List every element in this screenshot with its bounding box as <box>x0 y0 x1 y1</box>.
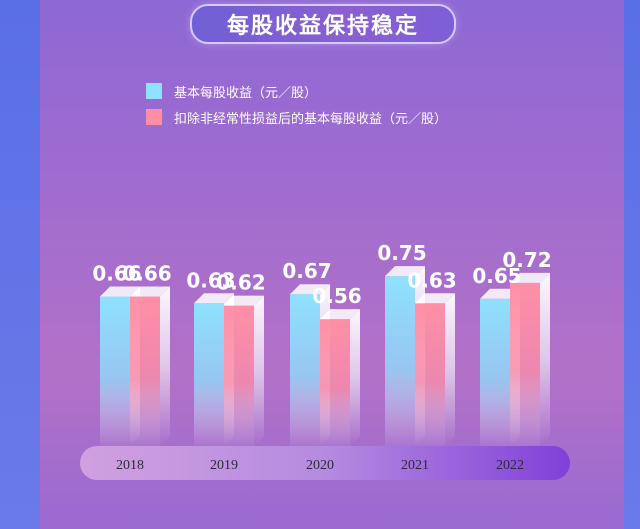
bar-top-2019-series-0 <box>194 293 234 304</box>
bar-2022-series-0 <box>480 298 510 446</box>
chart-title: 每股收益保持稳定 <box>190 4 456 44</box>
x-tick-label-2022: 2022 <box>496 458 524 473</box>
bar-2018-series-1 <box>130 296 160 446</box>
data-label-2019-series-1: 0.62 <box>216 271 265 295</box>
legend: 基本每股收益（元／股） 扣除非经常性损益后的基本每股收益（元／股） <box>146 78 447 130</box>
data-label-2020-series-1: 0.56 <box>312 284 361 308</box>
bar-top-2020-series-0 <box>290 284 330 295</box>
legend-item-basic-eps: 基本每股收益（元／股） <box>146 78 447 104</box>
bar-side-2019-series-1 <box>254 295 264 446</box>
x-tick-label-2019: 2019 <box>210 458 238 473</box>
data-label-2018-series-0: 0.66 <box>92 262 141 286</box>
bar-2019-series-1 <box>224 305 254 446</box>
bar-top-2021-series-1 <box>415 293 455 304</box>
bar-top-2018-series-1 <box>130 286 170 297</box>
bar-top-2022-series-1 <box>510 272 550 283</box>
x-tick-label-2020: 2020 <box>306 458 334 473</box>
bar-side-2020-series-1 <box>350 309 360 446</box>
bar-2021-series-0 <box>385 276 415 446</box>
bar-top-2019-series-1 <box>224 295 264 306</box>
data-label-2019-series-0: 0.63 <box>186 268 235 292</box>
data-label-2021-series-1: 0.63 <box>407 268 456 292</box>
x-tick-label-2018: 2018 <box>116 458 144 473</box>
x-tick-label-2021: 2021 <box>401 458 429 473</box>
bar-side-2022-series-1 <box>540 272 550 446</box>
bar-2020-series-0 <box>290 294 320 446</box>
legend-swatch-basic-eps <box>146 83 162 99</box>
bar-2019-series-0 <box>194 303 224 446</box>
legend-item-adjusted-eps: 扣除非经常性损益后的基本每股收益（元／股） <box>146 104 447 130</box>
legend-label-basic-eps: 基本每股收益（元／股） <box>174 85 318 101</box>
bar-top-2021-series-0 <box>385 266 425 277</box>
data-label-2021-series-0: 0.75 <box>377 241 426 265</box>
bar-top-2020-series-1 <box>320 309 360 320</box>
x-axis-band <box>80 446 570 480</box>
bar-side-2021-series-1 <box>445 293 455 446</box>
data-label-2018-series-1: 0.66 <box>122 262 171 286</box>
bar-top-2018-series-0 <box>100 286 140 297</box>
bar-side-2018-series-1 <box>160 286 170 446</box>
data-label-2022-series-1: 0.72 <box>502 248 551 272</box>
bar-2021-series-1 <box>415 303 445 446</box>
bar-2020-series-1 <box>320 319 350 446</box>
data-label-2020-series-0: 0.67 <box>282 259 331 283</box>
legend-swatch-adjusted-eps <box>146 109 162 125</box>
bar-2018-series-0 <box>100 296 130 446</box>
bar-2022-series-1 <box>510 282 540 446</box>
legend-label-adjusted-eps: 扣除非经常性损益后的基本每股收益（元／股） <box>174 111 448 127</box>
